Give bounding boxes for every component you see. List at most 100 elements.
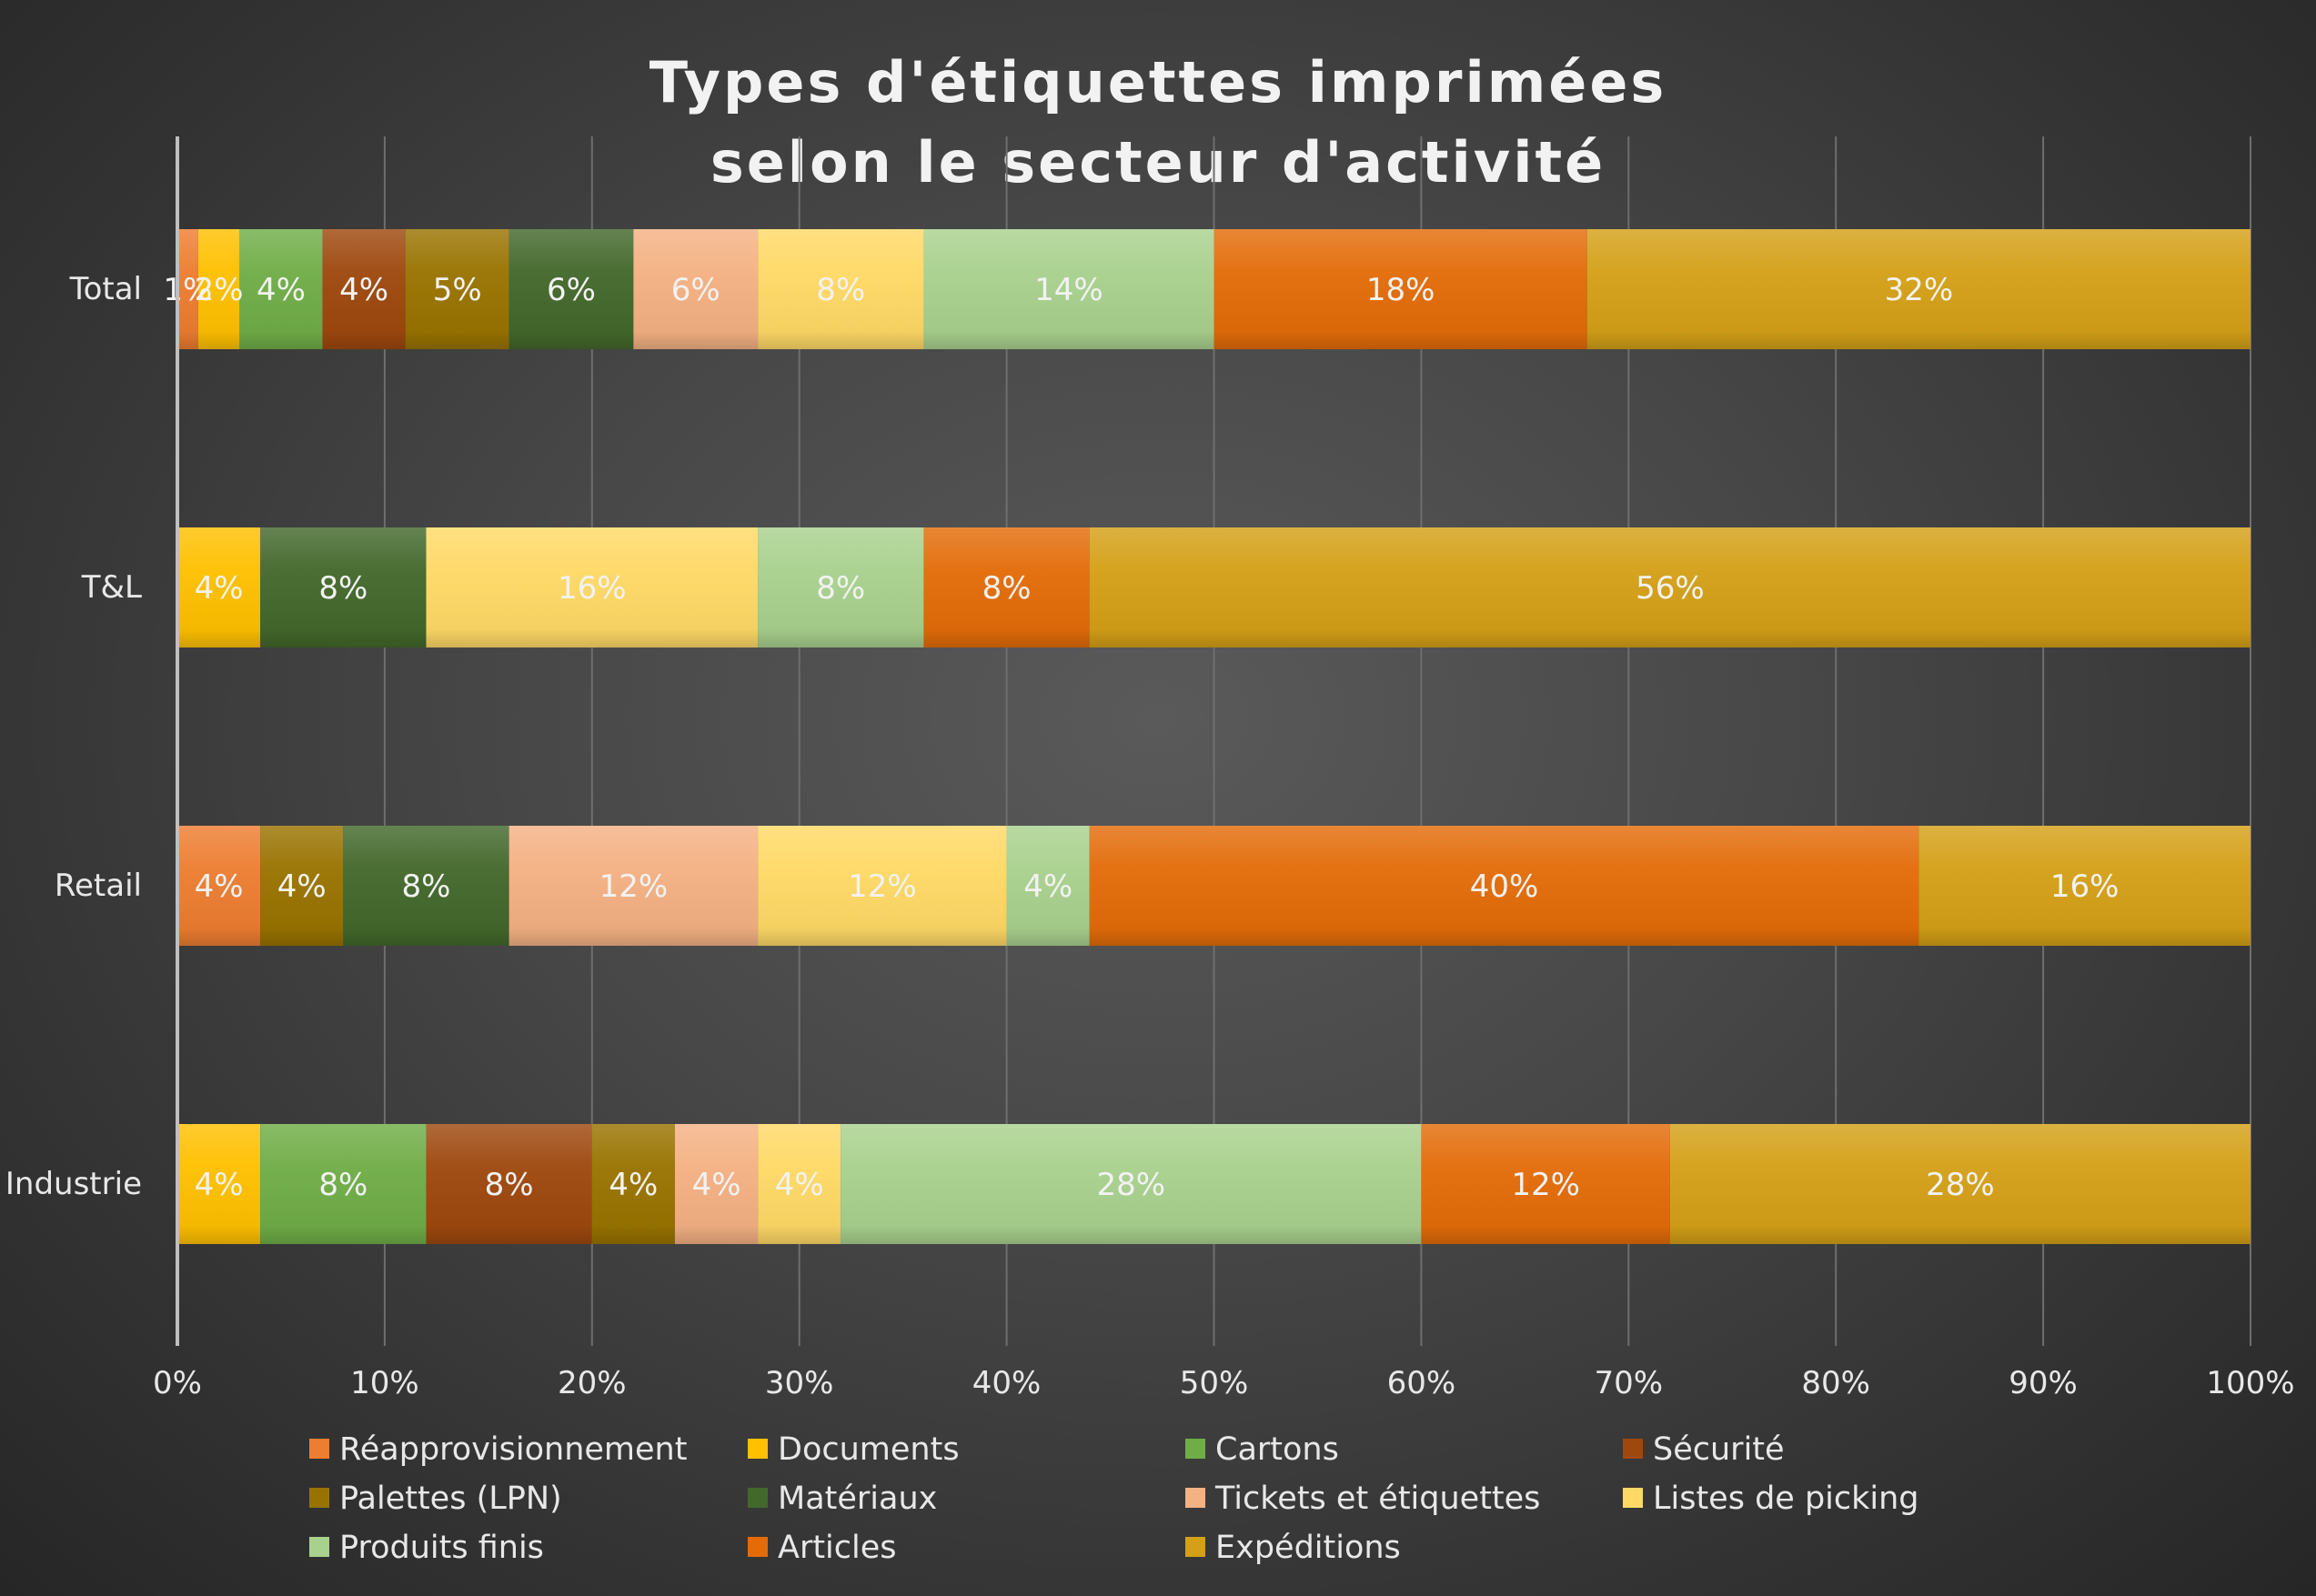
axes: 0% 10% 20% 30% 40% 50% 60% 70% 80% 90% 100% Total T&…	[5, 136, 2295, 1401]
data-label: 5%	[433, 272, 482, 308]
data-label: 8%	[318, 1167, 368, 1203]
bar-segment-shade	[758, 826, 1007, 946]
legend-item-reapprovisionnement: Réapprovisionnement	[309, 1431, 687, 1468]
bar-segment-shade	[426, 527, 759, 647]
x-tick-label: 10%	[350, 1365, 419, 1401]
bar-segment-shade	[405, 229, 509, 349]
x-tick-label: 100%	[2206, 1365, 2294, 1401]
data-label: 4%	[257, 272, 306, 308]
bar-segment-shade	[509, 826, 759, 946]
bar-segment-shade	[674, 1124, 759, 1244]
data-label: 6%	[547, 272, 596, 308]
data-label: 6%	[671, 272, 720, 308]
data-label: 32%	[1885, 272, 1954, 308]
legend-label: Expéditions	[1215, 1530, 1401, 1566]
legend-label: Matériaux	[778, 1481, 937, 1517]
bar-segment-shade	[239, 229, 323, 349]
legend-item-listes-de-picking: Listes de picking	[1623, 1481, 1919, 1517]
data-label: 8%	[982, 570, 1032, 607]
data-label: 16%	[2050, 868, 2120, 905]
legend-swatch	[309, 1488, 329, 1508]
bar-segment-shade	[509, 229, 634, 349]
legend-label: Cartons	[1215, 1431, 1339, 1468]
bar-segment-shade	[177, 229, 198, 349]
bar-segment-shade	[1089, 826, 1919, 946]
legend-item-palettes-lpn: Palettes (LPN)	[309, 1481, 562, 1517]
legend-label: Sécurité	[1653, 1431, 1785, 1468]
data-label: 1%	[163, 272, 212, 308]
bar-segment-shade	[1669, 1124, 2251, 1244]
legend-item-tickets-et-etiquettes: Tickets et étiquettes	[1185, 1481, 1540, 1517]
legend-swatch	[1185, 1537, 1205, 1557]
data-label: 4%	[775, 1167, 824, 1203]
data-label: 4%	[692, 1167, 741, 1203]
data-label: 4%	[195, 570, 244, 607]
bar-segment-shade	[1006, 826, 1090, 946]
bar-segment-shade	[758, 527, 924, 647]
data-label: 16%	[558, 570, 627, 607]
data-label: 12%	[599, 868, 669, 905]
data-label: 4%	[277, 868, 327, 905]
category-label-t-l: T&L	[81, 569, 142, 606]
data-label: 4%	[339, 272, 388, 308]
legend-label: Réapprovisionnement	[339, 1431, 687, 1468]
bar-segment-shade	[591, 1124, 675, 1244]
legend-item-articles: Articles	[748, 1530, 897, 1566]
category-label-industrie: Industrie	[5, 1166, 142, 1202]
legend-swatch	[309, 1439, 329, 1459]
legend-item-documents: Documents	[748, 1431, 960, 1468]
category-label-retail: Retail	[55, 868, 142, 904]
legend-swatch	[1623, 1439, 1643, 1459]
data-label: 14%	[1034, 272, 1103, 308]
bar-segment-shade	[1421, 1124, 1670, 1244]
x-tick-label: 70%	[1595, 1365, 1664, 1401]
data-label: 8%	[402, 868, 451, 905]
chart-title: Types d'étiquettes imprimées selon le sec…	[649, 49, 1665, 196]
data-label: 8%	[485, 1167, 534, 1203]
legend-item-expeditions: Expéditions	[1185, 1530, 1401, 1566]
legend-swatch	[1185, 1439, 1205, 1459]
bar-row-total: 1%2% 4% 4% 5% 6% 6% 8% 14% 18% 32%	[163, 229, 2251, 349]
x-tick-label: 60%	[1387, 1365, 1456, 1401]
legend-item-securite: Sécurité	[1623, 1431, 1785, 1468]
legend-swatch	[748, 1488, 768, 1508]
data-label: 18%	[1366, 272, 1435, 308]
legend-swatch	[1185, 1488, 1205, 1508]
legend-label: Produits finis	[339, 1530, 544, 1566]
bar-segment-shade	[260, 527, 427, 647]
chart-title-line: selon le secteur d'activité	[710, 129, 1606, 196]
bar-segment-shade	[343, 826, 509, 946]
bar-segment-shade	[177, 527, 261, 647]
data-label: 8%	[318, 570, 368, 607]
bar-segment-shade	[923, 229, 1214, 349]
legend: Réapprovisionnement Documents Cartons Sécur…	[309, 1431, 1919, 1566]
bar-segment-shade	[923, 527, 1090, 647]
data-label: 56%	[1636, 570, 1705, 607]
x-tick-label: 30%	[765, 1365, 834, 1401]
bars: 1%2% 4% 4% 5% 6% 6% 8% 14% 18% 32% 4% 8% 16% 8% 8% 56% 4…	[163, 229, 2251, 1244]
x-tick-label: 20%	[558, 1365, 627, 1401]
category-label-total: Total	[69, 271, 142, 307]
x-tick-label: 80%	[1801, 1365, 1870, 1401]
legend-label: Palettes (LPN)	[339, 1481, 562, 1517]
bar-segment-shade	[758, 229, 924, 349]
data-label: 12%	[848, 868, 917, 905]
legend-label: Tickets et étiquettes	[1214, 1481, 1540, 1517]
bar-segment-shade	[1089, 527, 2251, 647]
x-tick-label: 0%	[153, 1365, 202, 1401]
bar-segment-shade	[841, 1124, 1422, 1244]
legend-swatch	[748, 1439, 768, 1459]
bar-segment-shade	[1918, 826, 2251, 946]
data-label: 8%	[816, 272, 865, 308]
x-tick-label: 40%	[972, 1365, 1042, 1401]
legend-item-produits-finis: Produits finis	[309, 1530, 544, 1566]
data-label: 2%	[195, 272, 244, 308]
data-label: 4%	[609, 1167, 658, 1203]
legend-label: Articles	[778, 1530, 897, 1566]
bar-segment-shade	[426, 1124, 592, 1244]
data-label: 4%	[1023, 868, 1072, 905]
bar-segment-shade	[260, 826, 344, 946]
data-label: 4%	[195, 1167, 244, 1203]
